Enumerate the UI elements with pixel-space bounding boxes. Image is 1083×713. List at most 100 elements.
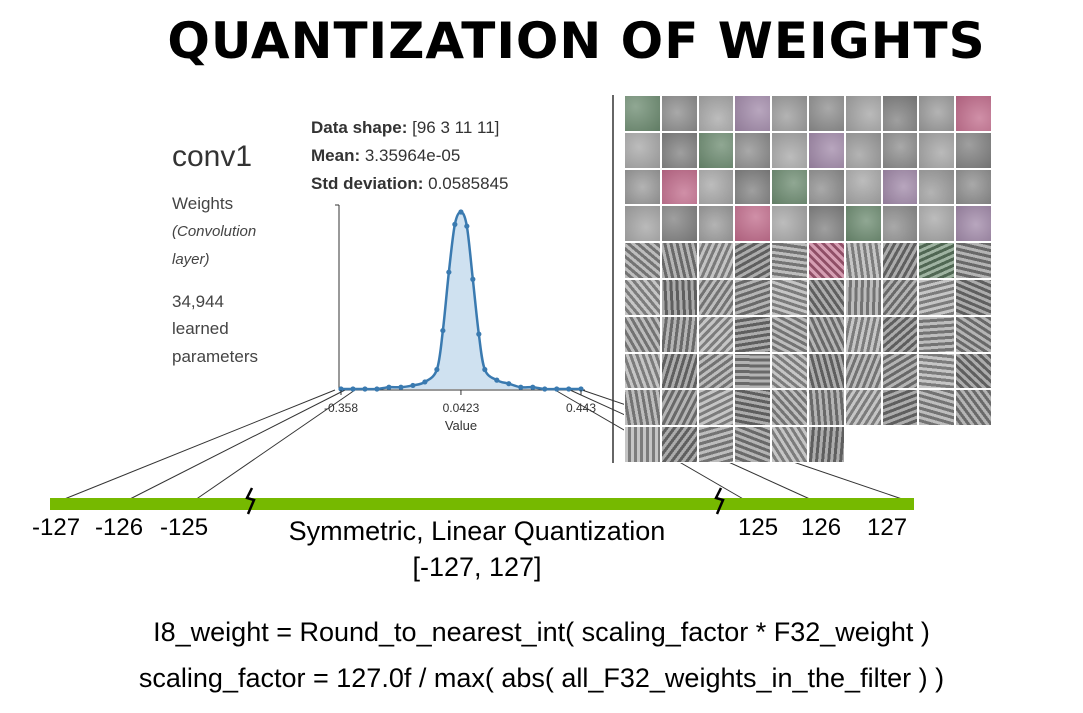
filter-tile [660,389,698,427]
filter-tile [955,389,992,427]
filter-tile [771,315,808,353]
filter-tile [771,389,808,427]
stat-shape: Data shape: [96 3 11 11] [311,114,509,142]
layer-kind-detail-2: layer) [172,251,210,268]
filter-tile [697,389,735,427]
filter-tile [881,242,919,279]
filter-tile [771,131,808,169]
hist-point [350,386,356,392]
filter-tile [844,279,882,316]
hist-point [338,386,344,392]
filter-tile [955,242,992,279]
filter-tile [918,352,956,390]
filter-tile [881,205,919,243]
filter-tile [734,389,772,427]
filter-tile [808,389,845,427]
quant-label-right-2: 126 [801,514,842,541]
filter-tile [808,279,845,316]
layer-name: conv1 [172,140,253,173]
filter-tile [844,242,882,279]
weight-stats: Data shape: [96 3 11 11] Mean: 3.35964e-… [311,114,509,198]
param-word-2: parameters [172,347,258,366]
filter-tile [660,168,698,206]
hist-point [482,366,488,373]
filter-tile [771,426,808,463]
filter-tile [844,389,882,427]
hist-area [341,211,581,390]
stat-std: Std deviation: 0.0585845 [311,170,509,198]
layer-kind: Weights [172,194,234,213]
hist-point [518,384,524,390]
filter-tile [697,352,735,390]
filter-tile [660,352,698,390]
filter-tile [881,389,919,427]
filter-tile [697,205,735,243]
filter-tile [734,205,772,243]
connector-left-2 [127,389,346,501]
filter-tile [881,352,919,390]
hist-point [578,386,584,392]
filter-tile [955,95,992,132]
filter-tile [660,279,698,316]
layer-kind-detail-1: (Convolution [172,223,257,240]
filter-tile [771,352,808,390]
filter-tile [808,131,845,169]
filter-tile [660,315,698,353]
filter-tile [918,95,956,132]
hist-point [494,377,500,383]
hist-tick-label: -0.358 [324,401,358,415]
filter-tile [881,315,919,353]
hist-tick-label: 0.0423 [443,401,480,415]
quantization-title: Symmetric, Linear Quantization [288,516,666,546]
filter-tile [918,205,956,243]
filter-tile [734,352,772,390]
hist-point [476,331,482,337]
hist-point [530,384,536,390]
hist-point [566,386,572,392]
filter-tile [624,168,661,206]
hist-point [554,386,560,392]
filter-tile [624,279,661,316]
stat-std-value: 0.0585845 [423,174,509,193]
formula-scaling-factor: scaling_factor = 127.0f / max( abs( all_… [138,663,945,693]
filter-tile [918,168,956,206]
quant-label-left-2: -126 [95,514,144,541]
filter-tile [697,315,735,353]
stat-shape-label: Data shape: [311,118,408,137]
break-mark-left-icon [245,487,256,515]
filter-tile [844,315,882,353]
stat-std-label: Std deviation: [311,174,424,193]
filter-tile [624,242,661,279]
filter-tile [955,352,992,390]
filter-tile [624,131,661,169]
filter-tile [808,205,845,243]
hist-ticks: -0.358 0.0423 0.443 [324,390,596,415]
hist-point [452,221,458,227]
connector-left-1 [61,389,336,501]
hist-point [362,386,368,392]
filter-tile [881,168,919,206]
break-mark-right-icon [714,487,725,515]
filter-tile [771,242,808,279]
filter-tile [918,279,956,316]
filter-tile [624,426,661,463]
filter-tile [844,352,882,390]
param-word-1: learned [172,319,229,338]
filter-tile [808,352,845,390]
filter-tile [734,131,772,169]
param-count: 34,944 [172,292,224,311]
filter-tile [808,168,845,206]
filter-tile [808,315,845,353]
hist-point [374,386,380,392]
filter-tile [771,279,808,316]
filter-tile [624,315,661,353]
weight-histogram: -0.358 0.0423 0.443 Value [324,204,596,433]
filter-tile [624,389,661,427]
hist-point [440,327,446,334]
hist-xlabel: Value [445,418,477,433]
filter-tile [660,95,698,132]
filter-tile [697,242,735,279]
stat-shape-value: [96 3 11 11] [407,118,500,137]
stat-mean-value: 3.35964e-05 [360,146,461,165]
filter-tile [771,95,808,132]
